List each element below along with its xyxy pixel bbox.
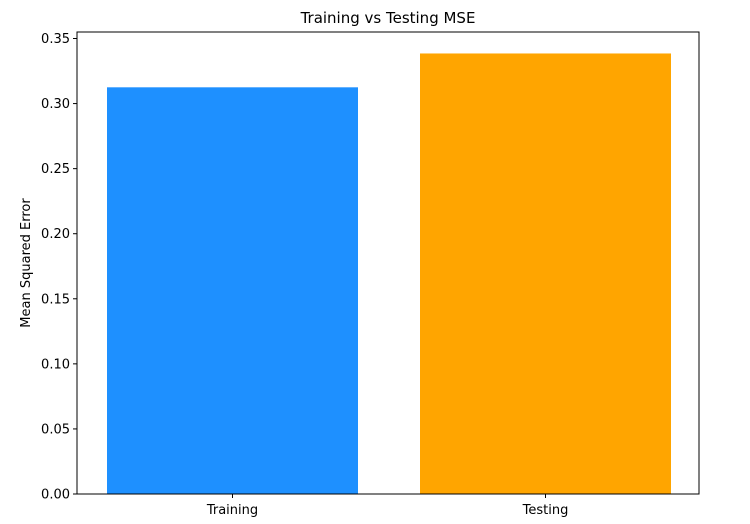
bar-testing (420, 53, 671, 495)
chart-title: Training vs Testing MSE (300, 9, 476, 27)
y-axis: 0.00 0.05 0.10 0.15 0.20 0.25 0.30 0.35 (41, 32, 77, 503)
y-tick-label: 0.00 (41, 488, 70, 503)
plot-frame (76, 31, 700, 495)
y-tick-label: 0.35 (41, 32, 70, 47)
y-tick-label: 0.30 (41, 97, 70, 112)
y-tick-label: 0.05 (41, 422, 70, 437)
bar-training (107, 87, 358, 494)
y-tick-label: 0.10 (41, 357, 70, 372)
y-axis-label: Mean Squared Error (19, 198, 34, 328)
x-tick-label: Training (206, 503, 258, 518)
x-axis: Training Testing (206, 494, 569, 518)
y-tick-label: 0.15 (41, 292, 70, 307)
y-tick-label: 0.25 (41, 162, 70, 177)
x-tick-label: Testing (522, 503, 569, 518)
y-tick-label: 0.20 (41, 227, 70, 242)
bars-group (107, 53, 671, 495)
